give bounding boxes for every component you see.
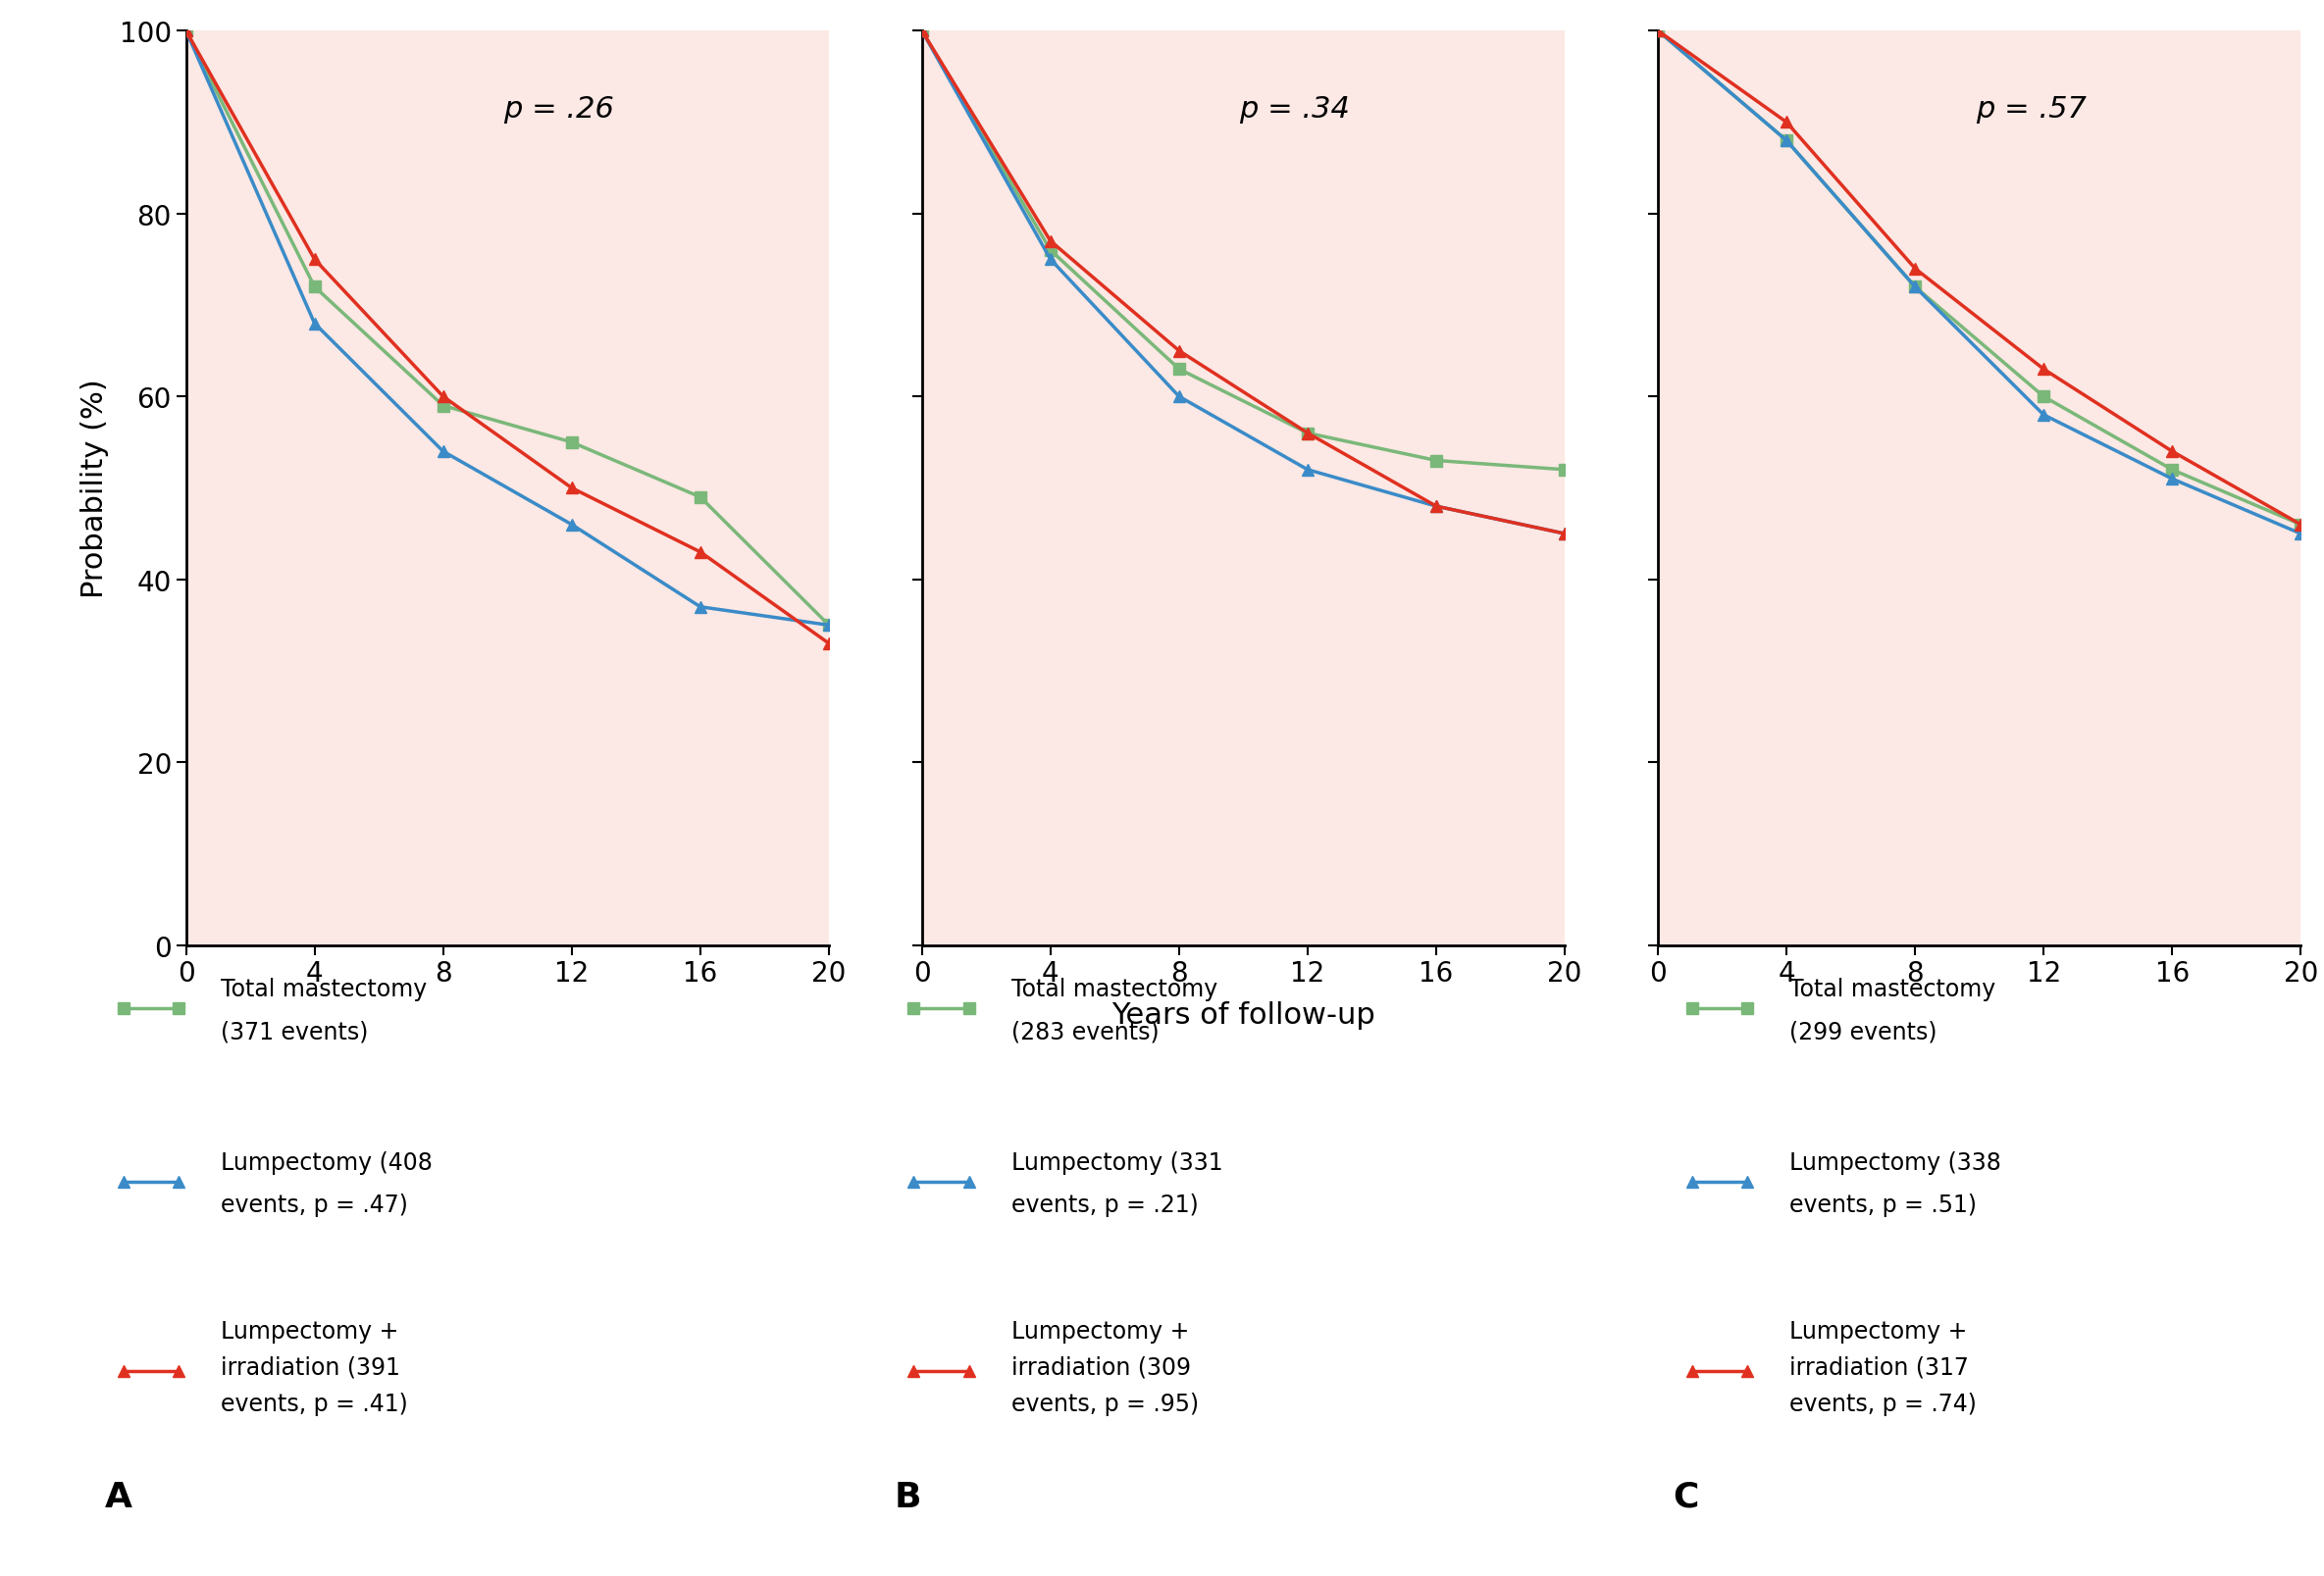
Text: p = .26: p = .26 — [504, 96, 614, 125]
Text: events, p = .47): events, p = .47) — [221, 1193, 409, 1217]
Text: Total mastectomy: Total mastectomy — [1011, 977, 1218, 1001]
Text: irradiation (317: irradiation (317 — [1789, 1355, 1968, 1379]
Text: Total mastectomy: Total mastectomy — [1789, 977, 1996, 1001]
Text: A: A — [105, 1480, 132, 1513]
Text: events, p = .51): events, p = .51) — [1789, 1193, 1978, 1217]
Text: (299 events): (299 events) — [1789, 1020, 1938, 1043]
Text: irradiation (309: irradiation (309 — [1011, 1355, 1190, 1379]
Text: (371 events): (371 events) — [221, 1020, 367, 1043]
Text: Lumpectomy (331: Lumpectomy (331 — [1011, 1150, 1222, 1174]
Text: events, p = .74): events, p = .74) — [1789, 1392, 1978, 1415]
Text: C: C — [1673, 1480, 1699, 1513]
Text: Lumpectomy (408: Lumpectomy (408 — [221, 1150, 432, 1174]
Text: Lumpectomy (338: Lumpectomy (338 — [1789, 1150, 2001, 1174]
Y-axis label: Probability (%): Probability (%) — [79, 378, 109, 599]
X-axis label: Years of follow-up: Years of follow-up — [1111, 1001, 1376, 1029]
Text: (283 events): (283 events) — [1011, 1020, 1160, 1043]
Text: p = .57: p = .57 — [1975, 96, 2087, 125]
Text: Lumpectomy +: Lumpectomy + — [221, 1319, 400, 1343]
Text: events, p = .95): events, p = .95) — [1011, 1392, 1199, 1415]
Text: Lumpectomy +: Lumpectomy + — [1789, 1319, 1968, 1343]
Text: Lumpectomy +: Lumpectomy + — [1011, 1319, 1190, 1343]
Text: irradiation (391: irradiation (391 — [221, 1355, 400, 1379]
Text: p = .34: p = .34 — [1239, 96, 1350, 125]
Text: events, p = .21): events, p = .21) — [1011, 1193, 1199, 1217]
Text: Total mastectomy: Total mastectomy — [221, 977, 428, 1001]
Text: B: B — [895, 1480, 923, 1513]
Text: events, p = .41): events, p = .41) — [221, 1392, 409, 1415]
